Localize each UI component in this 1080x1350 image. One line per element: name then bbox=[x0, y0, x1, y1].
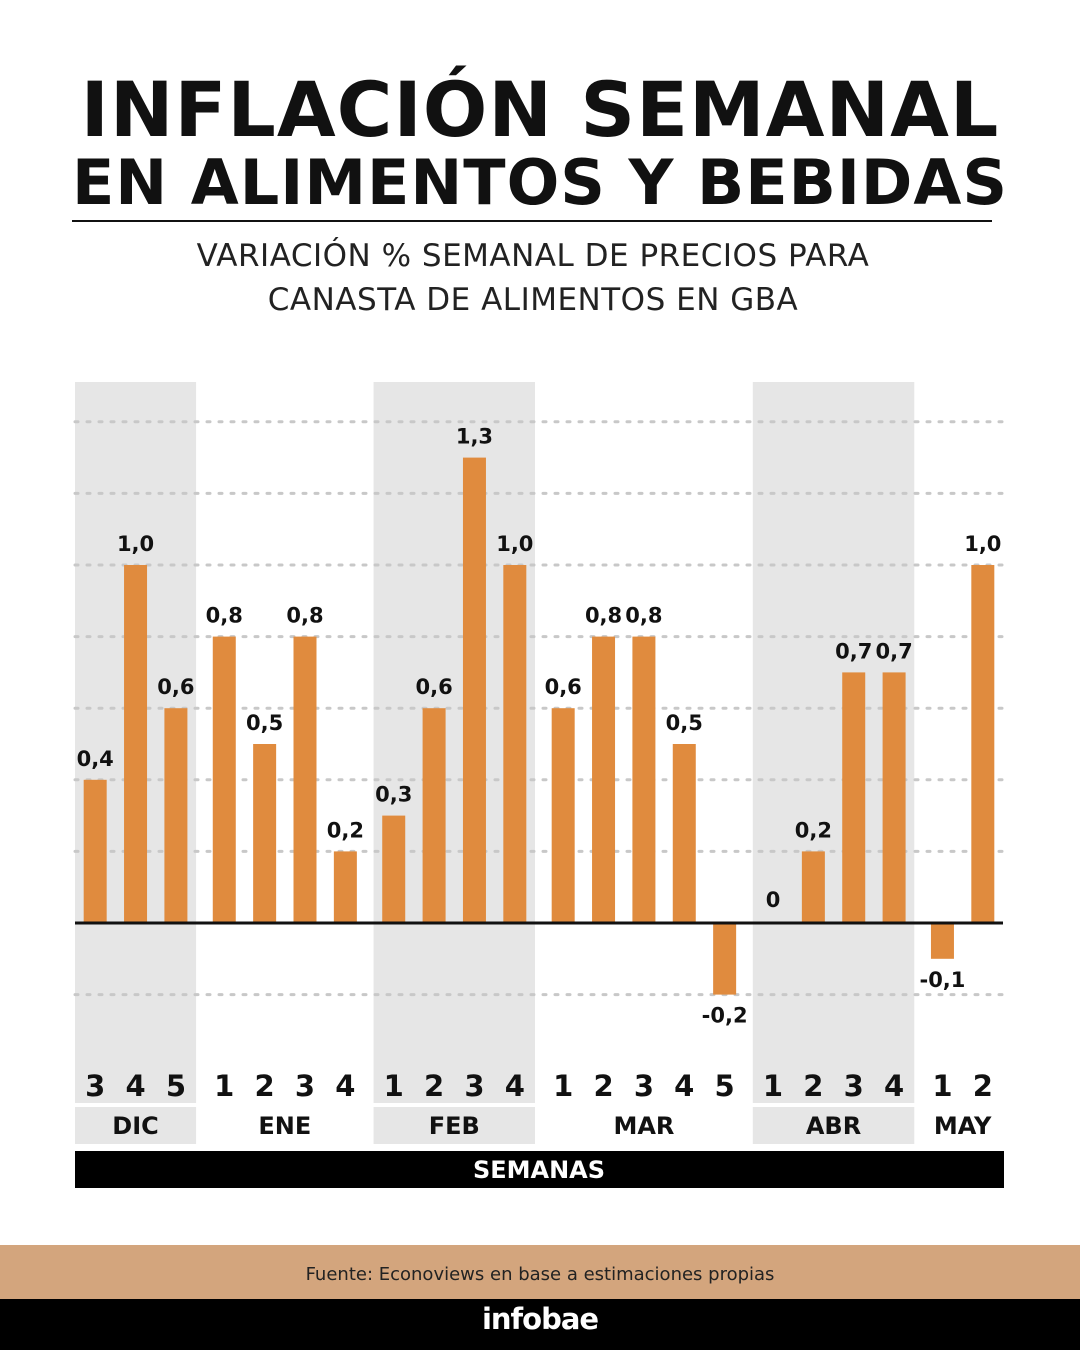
bar-dic-3 bbox=[83, 779, 107, 923]
week-tick-label: 2 bbox=[255, 1069, 275, 1103]
week-tick-label: 3 bbox=[634, 1069, 654, 1103]
x-axis-title: SEMANAS bbox=[473, 1156, 605, 1184]
month-label: DIC bbox=[112, 1112, 158, 1140]
value-label: 1,0 bbox=[964, 532, 1001, 556]
source-band bbox=[0, 1245, 1080, 1299]
bar-abr-2 bbox=[801, 851, 825, 923]
week-tick-label: 2 bbox=[803, 1069, 823, 1103]
value-label: 0,8 bbox=[585, 604, 622, 628]
value-label: 0,8 bbox=[206, 604, 243, 628]
brand-logo: infobae bbox=[481, 1302, 599, 1336]
chart-title-line2: EN ALIMENTOS Y BEBIDAS bbox=[71, 146, 1009, 219]
month-label: ENE bbox=[258, 1112, 311, 1140]
bar-ene-2 bbox=[253, 744, 277, 923]
month-band-feb bbox=[373, 1107, 535, 1144]
value-labels-group: 0,41,00,60,80,50,80,20,30,61,31,00,60,8 0… bbox=[77, 425, 1002, 1028]
bar-abr-3 bbox=[842, 672, 866, 923]
value-label: 0,7 bbox=[835, 639, 872, 663]
bar-dic-4 bbox=[124, 565, 148, 923]
week-tick-label: 5 bbox=[715, 1069, 735, 1103]
week-tick-label: 1 bbox=[932, 1069, 952, 1103]
value-label: 0,6 bbox=[545, 675, 582, 699]
value-label: 0,8 bbox=[286, 604, 323, 628]
month-labels-group: DIC ENE FEB MAR ABR MAY bbox=[75, 1107, 992, 1144]
bar-mar-4 bbox=[672, 744, 696, 923]
chart-subtitle-line2: CANASTA DE ALIMENTOS EN GBA bbox=[267, 282, 799, 318]
value-label: 0,7 bbox=[875, 639, 912, 663]
week-tick-label: 3 bbox=[85, 1069, 105, 1103]
x-axis-title-band bbox=[75, 1151, 1004, 1188]
week-tick-label: 4 bbox=[125, 1069, 145, 1103]
bar-mar-3 bbox=[632, 636, 656, 923]
week-tick-label: 3 bbox=[464, 1069, 484, 1103]
value-label: 1,0 bbox=[496, 532, 533, 556]
month-band-dic bbox=[75, 1107, 197, 1144]
footer-bar bbox=[0, 1299, 1080, 1350]
bar-may-2 bbox=[971, 565, 995, 923]
bar-mar-1 bbox=[551, 708, 575, 923]
bar-may-1 bbox=[930, 923, 954, 959]
bar-mar-5 bbox=[713, 923, 737, 995]
week-tick-label: 1 bbox=[763, 1069, 783, 1103]
bar-feb-3 bbox=[462, 457, 486, 923]
week-tick-label: 2 bbox=[593, 1069, 613, 1103]
week-tick-label: 2 bbox=[973, 1069, 993, 1103]
chart-title-line1: INFLACIÓN SEMANAL bbox=[80, 65, 1000, 154]
title-divider bbox=[72, 220, 992, 222]
week-tick-label: 3 bbox=[295, 1069, 315, 1103]
bar-ene-4 bbox=[333, 851, 357, 923]
week-tick-label: 4 bbox=[674, 1069, 694, 1103]
value-label: 1,3 bbox=[456, 425, 493, 449]
month-label: FEB bbox=[429, 1112, 480, 1140]
value-label: 0,6 bbox=[157, 675, 194, 699]
week-tick-label: 4 bbox=[505, 1069, 525, 1103]
week-tick-label: 1 bbox=[384, 1069, 404, 1103]
bar-chart: 0,41,00,60,80,50,80,20,30,61,31,00,60,8 0… bbox=[73, 382, 1005, 1188]
month-band-abr bbox=[752, 1107, 915, 1144]
week-tick-label: 1 bbox=[214, 1069, 234, 1103]
value-label: 0,2 bbox=[795, 818, 832, 842]
bar-feb-4 bbox=[503, 565, 527, 923]
value-label: 0,4 bbox=[77, 747, 114, 771]
month-label: MAY bbox=[934, 1112, 992, 1140]
month-label: ABR bbox=[806, 1112, 861, 1140]
week-tick-label: 4 bbox=[335, 1069, 355, 1103]
value-label: -0,2 bbox=[702, 1004, 748, 1028]
week-tick-label: 4 bbox=[884, 1069, 904, 1103]
bar-dic-5 bbox=[164, 708, 188, 923]
week-tick-label: 3 bbox=[844, 1069, 864, 1103]
value-label: 0,5 bbox=[246, 711, 283, 735]
value-label: 0,8 bbox=[625, 604, 662, 628]
bar-mar-2 bbox=[592, 636, 616, 923]
chart-subtitle-line1: VARIACIÓN % SEMANAL DE PRECIOS PARA bbox=[196, 238, 870, 274]
value-label: 0 bbox=[766, 888, 781, 912]
value-label: -0,1 bbox=[919, 968, 965, 992]
bar-ene-1 bbox=[212, 636, 236, 923]
value-label: 0,3 bbox=[375, 783, 412, 807]
week-tick-label: 1 bbox=[553, 1069, 573, 1103]
bar-abr-4 bbox=[882, 672, 906, 923]
bars-group bbox=[83, 457, 995, 995]
month-label: MAR bbox=[613, 1112, 674, 1140]
week-tick-label: 5 bbox=[166, 1069, 186, 1103]
value-label: 0,5 bbox=[666, 711, 703, 735]
source-note: Fuente: Econoviews en base a estimacione… bbox=[305, 1264, 775, 1285]
bar-feb-2 bbox=[422, 708, 446, 923]
bar-ene-3 bbox=[293, 636, 317, 923]
value-label: 1,0 bbox=[117, 532, 154, 556]
week-tick-label: 2 bbox=[424, 1069, 444, 1103]
value-label: 0,6 bbox=[415, 675, 452, 699]
bar-feb-1 bbox=[382, 815, 406, 923]
value-label: 0,2 bbox=[327, 818, 364, 842]
